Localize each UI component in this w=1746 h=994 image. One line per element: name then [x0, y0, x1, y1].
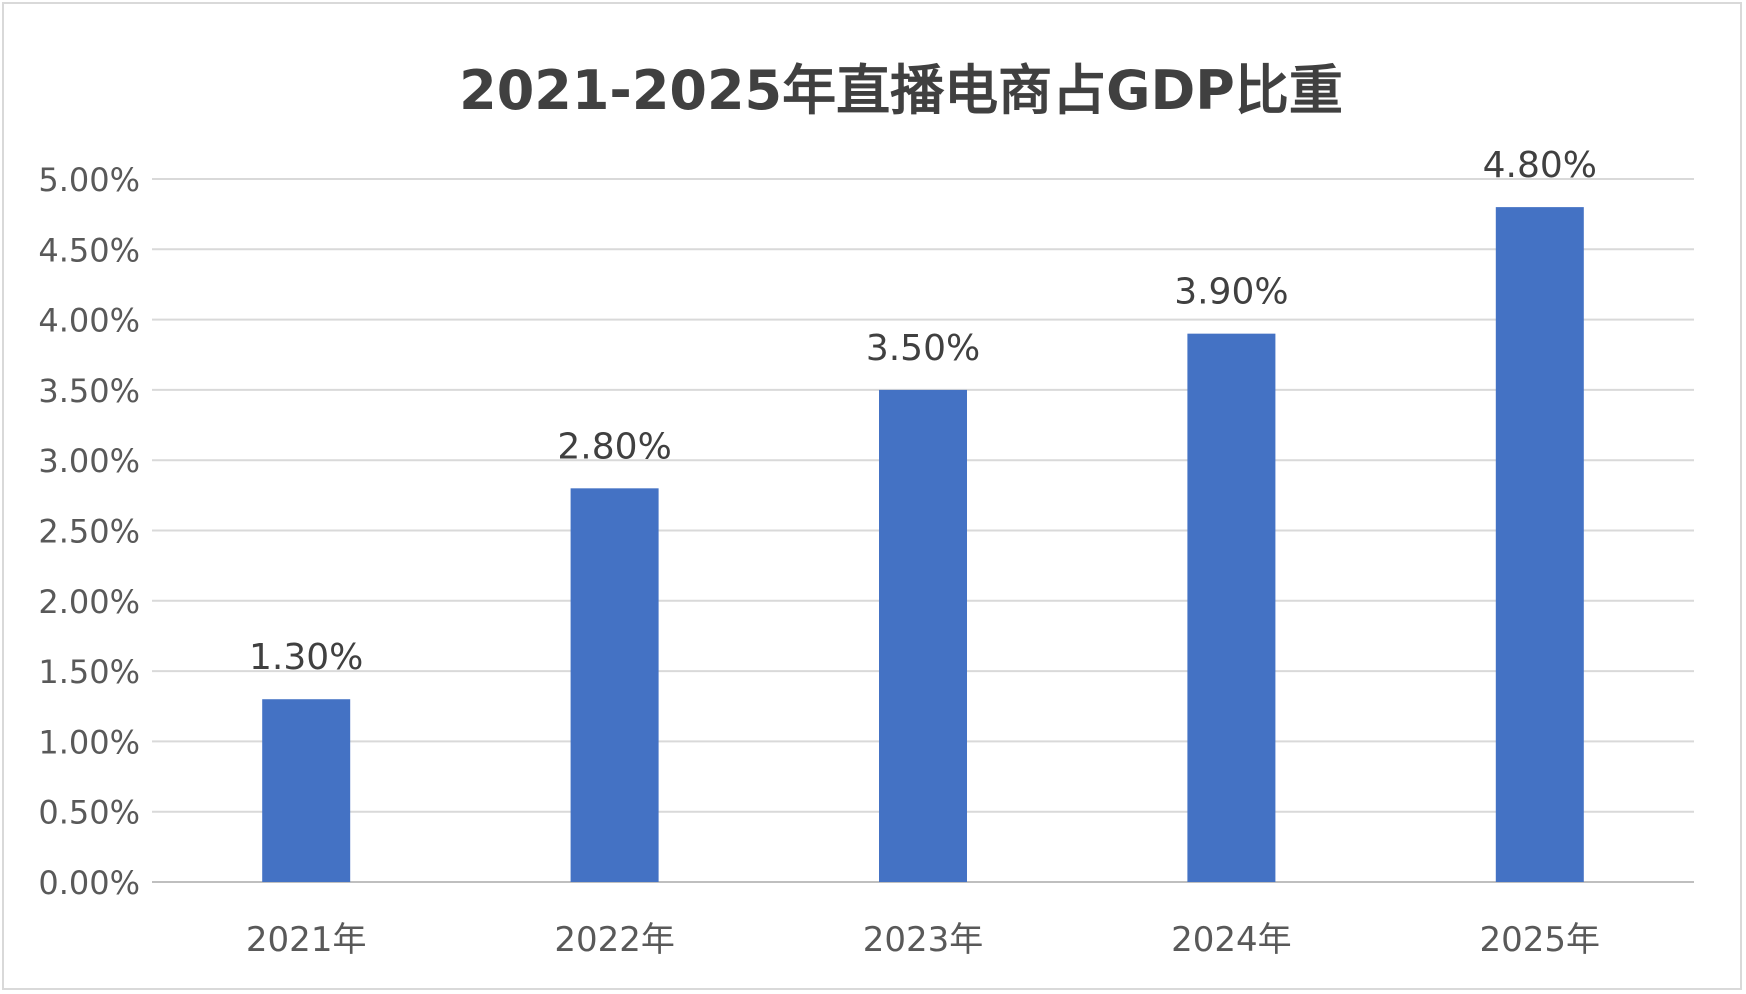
chart-title: 2021-2025年直播电商占GDP比重 [459, 59, 1343, 122]
x-tick-label: 2023年 [863, 920, 984, 960]
y-tick-label: 2.00% [38, 583, 140, 621]
x-tick-label: 2024年 [1171, 920, 1292, 960]
y-tick-label: 3.00% [38, 442, 140, 480]
y-tick-label: 3.50% [38, 372, 140, 410]
x-tick-label: 2022年 [554, 920, 675, 960]
x-tick-label: 2021年 [246, 920, 367, 960]
y-tick-label: 0.00% [38, 864, 140, 902]
y-tick-label: 1.00% [38, 723, 140, 761]
data-label: 3.50% [866, 328, 980, 369]
bars [262, 207, 1584, 882]
bar [1495, 207, 1584, 882]
bar [262, 699, 351, 882]
y-tick-label: 5.00% [38, 161, 140, 199]
data-label: 1.30% [249, 637, 363, 678]
y-tick-label: 4.00% [38, 302, 140, 340]
data-label: 3.90% [1174, 272, 1288, 313]
bar [1187, 333, 1276, 882]
data-labels: 1.30% 2.80% 3.50% 3.90% 4.80% [249, 145, 1597, 678]
x-tick-label: 2025年 [1480, 920, 1601, 960]
data-label: 2.80% [557, 426, 671, 467]
bar [570, 488, 659, 882]
x-axis-tick-labels: 2021年 2022年 2023年 2024年 2025年 [246, 920, 1600, 960]
y-tick-label: 4.50% [38, 231, 140, 269]
bar [879, 389, 967, 882]
data-label: 4.80% [1483, 145, 1597, 186]
y-axis-tick-labels: 0.00% 0.50% 1.00% 1.50% 2.00% 2.50% 3.00% 3.50%… [38, 161, 140, 902]
y-tick-label: 0.50% [38, 794, 140, 832]
y-tick-label: 2.50% [38, 513, 140, 551]
y-tick-label: 1.50% [38, 653, 140, 691]
bar-chart: 2021-2025年直播电商占GDP比重 0.00% 0.50% 1.00% 1.50… [38, 59, 1694, 960]
